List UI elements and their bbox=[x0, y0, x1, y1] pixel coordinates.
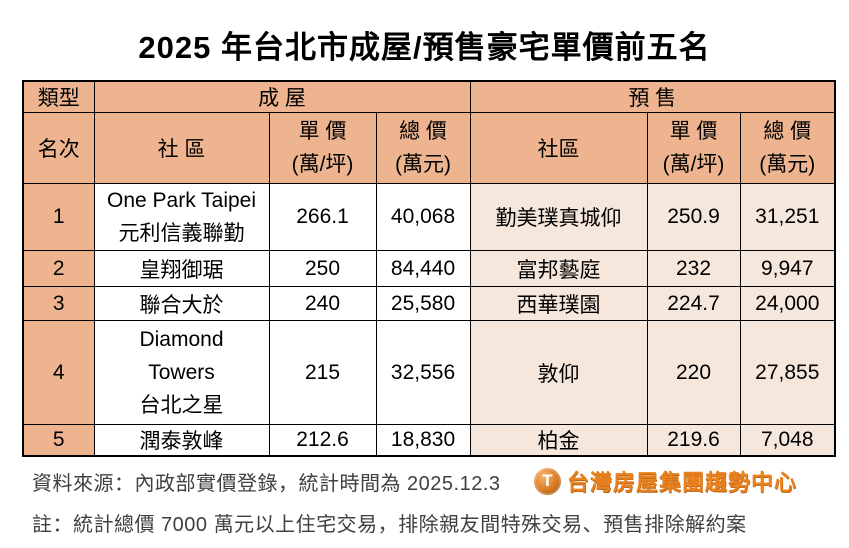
table-row: 5 潤泰敦峰 212.6 18,830 柏金 219.6 7,048 bbox=[22, 424, 836, 457]
presale-community-cell: 西華璞園 bbox=[469, 286, 648, 321]
presale-unit-price-cell: 224.7 bbox=[646, 286, 741, 321]
presale-unit-price-cell: 220 bbox=[646, 320, 741, 425]
built-unit-price-cell: 240 bbox=[268, 286, 377, 321]
built-unit-price-cell: 250 bbox=[268, 250, 377, 287]
column-header-row: 名次 社 區 單 價 (萬/坪) 總 價 (萬元) 社區 單 價 (萬/坪) 總… bbox=[22, 112, 836, 184]
presale-group-header: 預 售 bbox=[469, 80, 836, 113]
built-unit-price-cell: 266.1 bbox=[268, 183, 377, 251]
built-community-header: 社 區 bbox=[93, 112, 270, 184]
taiwan-housing-logo-text: 台灣房屋集團趨勢中心 bbox=[566, 470, 797, 495]
table-row: 1 One Park Taipei 元利信義聯勤 266.1 40,068 勤美… bbox=[22, 183, 836, 251]
presale-total-price-cell: 27,855 bbox=[739, 320, 836, 425]
rank-cell: 4 bbox=[22, 320, 95, 425]
presale-total-price-cell: 31,251 bbox=[739, 183, 836, 251]
presale-unit-price-cell: 219.6 bbox=[646, 424, 741, 457]
built-total-price-cell: 84,440 bbox=[375, 250, 471, 287]
built-total-price-cell: 25,580 bbox=[375, 286, 471, 321]
presale-community-header: 社區 bbox=[469, 112, 648, 184]
presale-community-cell: 柏金 bbox=[469, 424, 648, 457]
presale-unit-price-header: 單 價 (萬/坪) bbox=[646, 112, 741, 184]
table-row: 4 Diamond Towers 台北之星 215 32,556 敦仰 220 … bbox=[22, 320, 836, 425]
type-header: 類型 bbox=[22, 80, 95, 113]
rank-header: 名次 bbox=[22, 112, 95, 184]
built-unit-price-cell: 215 bbox=[268, 320, 377, 425]
presale-community-cell: 富邦藝庭 bbox=[469, 250, 648, 287]
presale-total-price-cell: 7,048 bbox=[739, 424, 836, 457]
built-total-price-header: 總 價 (萬元) bbox=[375, 112, 471, 184]
rank-cell: 1 bbox=[22, 183, 95, 251]
taiwan-housing-logo: T 台灣房屋集團趨勢中心 bbox=[533, 465, 797, 497]
built-unit-price-cell: 212.6 bbox=[268, 424, 377, 457]
rank-cell: 5 bbox=[22, 424, 95, 457]
presale-total-price-cell: 24,000 bbox=[739, 286, 836, 321]
built-group-header: 成 屋 bbox=[93, 80, 471, 113]
built-unit-price-header: 單 價 (萬/坪) bbox=[268, 112, 377, 184]
rank-cell: 2 bbox=[22, 250, 95, 287]
group-header-row: 類型 成 屋 預 售 bbox=[22, 80, 836, 113]
built-community-cell: Diamond Towers 台北之星 bbox=[93, 320, 270, 425]
built-community-cell: 潤泰敦峰 bbox=[93, 424, 270, 457]
page-title: 2025 年台北市成屋/預售豪宅單價前五名 bbox=[138, 30, 711, 65]
table-row: 3 聯合大於 240 25,580 西華璞園 224.7 24,000 bbox=[22, 286, 836, 321]
table-row: 2 皇翔御琚 250 84,440 富邦藝庭 232 9,947 bbox=[22, 250, 836, 287]
built-community-cell: One Park Taipei 元利信義聯勤 bbox=[93, 183, 270, 251]
footer: 資料來源：內政部實價登錄，統計時間為 2025.12.3 T 台灣房屋集團趨勢中… bbox=[32, 465, 825, 537]
built-total-price-cell: 32,556 bbox=[375, 320, 471, 425]
built-total-price-cell: 18,830 bbox=[375, 424, 471, 457]
presale-total-price-cell: 9,947 bbox=[739, 250, 836, 287]
presale-total-price-header: 總 價 (萬元) bbox=[739, 112, 836, 184]
presale-community-cell: 敦仰 bbox=[469, 320, 648, 425]
presale-community-cell: 勤美璞真城仰 bbox=[469, 183, 648, 251]
taiwan-housing-logo-icon: T bbox=[533, 467, 561, 495]
presale-unit-price-cell: 250.9 bbox=[646, 183, 741, 251]
data-source-text: 資料來源：內政部實價登錄，統計時間為 2025.12.3 bbox=[32, 472, 501, 495]
built-community-cell: 聯合大於 bbox=[93, 286, 270, 321]
statistics-note-text: 註：統計總價 7000 萬元以上住宅交易，排除親友間特殊交易、預售排除解約案 bbox=[32, 514, 747, 536]
built-total-price-cell: 40,068 bbox=[375, 183, 471, 251]
built-community-cell: 皇翔御琚 bbox=[93, 250, 270, 287]
presale-unit-price-cell: 232 bbox=[646, 250, 741, 287]
luxury-price-table: 類型 成 屋 預 售 名次 社 區 單 價 (萬/坪) 總 價 (萬元) 社區 … bbox=[22, 80, 837, 457]
rank-cell: 3 bbox=[22, 286, 95, 321]
